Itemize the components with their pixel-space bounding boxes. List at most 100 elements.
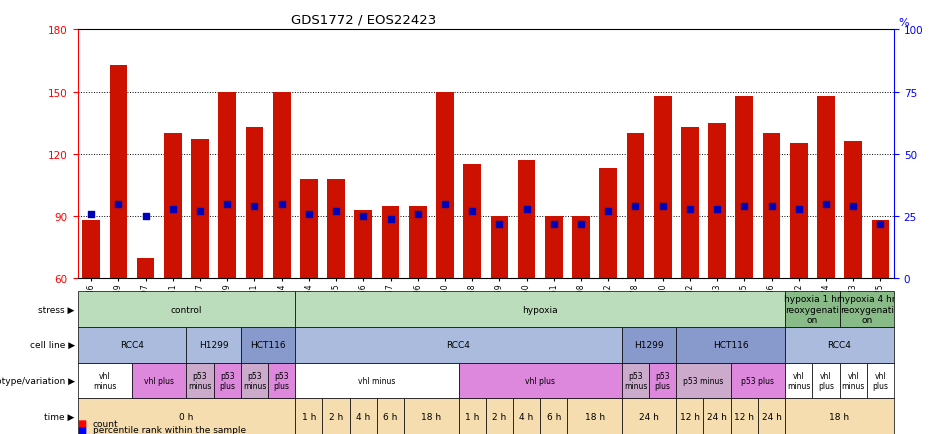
Point	[519, 206, 534, 213]
Point	[818, 201, 833, 207]
Bar	[871, 221, 889, 279]
Text: control: control	[170, 305, 202, 314]
Bar	[785, 292, 839, 327]
Text: vhl
plus: vhl plus	[872, 371, 888, 390]
Point	[356, 213, 371, 220]
Text: vhl
minus: vhl minus	[787, 371, 811, 390]
Text: 24 h: 24 h	[762, 412, 781, 421]
Bar	[704, 398, 730, 434]
Text: 18 h: 18 h	[421, 412, 442, 421]
Bar	[300, 179, 318, 279]
Text: 2 h: 2 h	[329, 412, 343, 421]
Point	[274, 201, 289, 207]
Bar	[735, 97, 753, 279]
Bar	[350, 398, 377, 434]
Bar	[214, 363, 241, 398]
Text: H1299: H1299	[634, 341, 664, 349]
Text: RCC4: RCC4	[828, 341, 851, 349]
Bar	[137, 258, 154, 279]
Bar	[327, 179, 345, 279]
Bar	[132, 363, 186, 398]
Text: vhl
minus: vhl minus	[841, 371, 865, 390]
Text: p53 plus: p53 plus	[742, 376, 775, 385]
Point	[166, 206, 181, 213]
Point	[83, 210, 98, 217]
Text: hypoxia 4 hr
reoxygenati
on: hypoxia 4 hr reoxygenati on	[838, 295, 895, 324]
Point	[682, 206, 697, 213]
Bar	[626, 134, 644, 279]
Bar	[622, 363, 649, 398]
Bar	[323, 398, 350, 434]
Point	[464, 208, 480, 215]
Text: vhl minus: vhl minus	[359, 376, 395, 385]
Bar	[219, 92, 236, 279]
Text: 18 h: 18 h	[585, 412, 604, 421]
Bar	[295, 363, 459, 398]
Bar	[78, 292, 295, 327]
Bar	[568, 398, 622, 434]
Point	[764, 203, 780, 210]
Point	[437, 201, 452, 207]
Text: vhl plus: vhl plus	[525, 376, 555, 385]
Bar	[78, 363, 132, 398]
Bar	[785, 398, 894, 434]
Text: 18 h: 18 h	[830, 412, 850, 421]
Bar	[459, 363, 622, 398]
Bar	[654, 97, 672, 279]
Bar	[78, 327, 186, 363]
Text: 0 h: 0 h	[179, 412, 194, 421]
Bar	[785, 363, 813, 398]
Bar	[272, 92, 290, 279]
Text: vhl
minus: vhl minus	[93, 371, 116, 390]
Bar	[762, 134, 780, 279]
Text: 2 h: 2 h	[492, 412, 506, 421]
Point	[111, 201, 126, 207]
Text: ■: ■	[78, 425, 87, 434]
Text: hypoxia 1 hr
reoxygenati
on: hypoxia 1 hr reoxygenati on	[784, 295, 841, 324]
Bar	[867, 363, 894, 398]
Text: HCT116: HCT116	[251, 341, 286, 349]
Point	[302, 210, 317, 217]
Text: p53
minus: p53 minus	[243, 371, 266, 390]
Text: H1299: H1299	[199, 341, 228, 349]
Text: 12 h: 12 h	[680, 412, 700, 421]
Text: p53 minus: p53 minus	[683, 376, 724, 385]
Point	[383, 216, 398, 223]
Bar	[404, 398, 459, 434]
Bar	[676, 327, 785, 363]
Bar	[730, 398, 758, 434]
Point	[573, 220, 588, 227]
Bar	[813, 363, 839, 398]
Bar	[839, 363, 867, 398]
Text: 6 h: 6 h	[547, 412, 561, 421]
Bar	[295, 327, 622, 363]
Text: RCC4: RCC4	[120, 341, 144, 349]
Text: p53
minus: p53 minus	[623, 371, 647, 390]
Bar	[600, 169, 617, 279]
Bar	[186, 327, 241, 363]
Bar	[839, 292, 894, 327]
Bar	[436, 92, 454, 279]
Bar	[246, 128, 263, 279]
Text: 1 h: 1 h	[302, 412, 316, 421]
Bar	[268, 363, 295, 398]
Bar	[82, 221, 100, 279]
Text: GDS1772 / EOS22423: GDS1772 / EOS22423	[290, 13, 436, 26]
Bar	[491, 217, 508, 279]
Text: 12 h: 12 h	[734, 412, 754, 421]
Point	[655, 203, 670, 210]
Text: count: count	[93, 419, 118, 427]
Bar	[377, 398, 404, 434]
Bar	[540, 398, 568, 434]
Text: hypoxia: hypoxia	[522, 305, 558, 314]
Bar	[785, 327, 894, 363]
Bar	[622, 327, 676, 363]
Text: p53
minus: p53 minus	[188, 371, 212, 390]
Text: vhl
plus: vhl plus	[818, 371, 834, 390]
Bar	[517, 161, 535, 279]
Bar	[191, 140, 209, 279]
Bar	[513, 398, 540, 434]
Bar	[572, 217, 590, 279]
Text: 1 h: 1 h	[465, 412, 480, 421]
Point	[192, 208, 207, 215]
